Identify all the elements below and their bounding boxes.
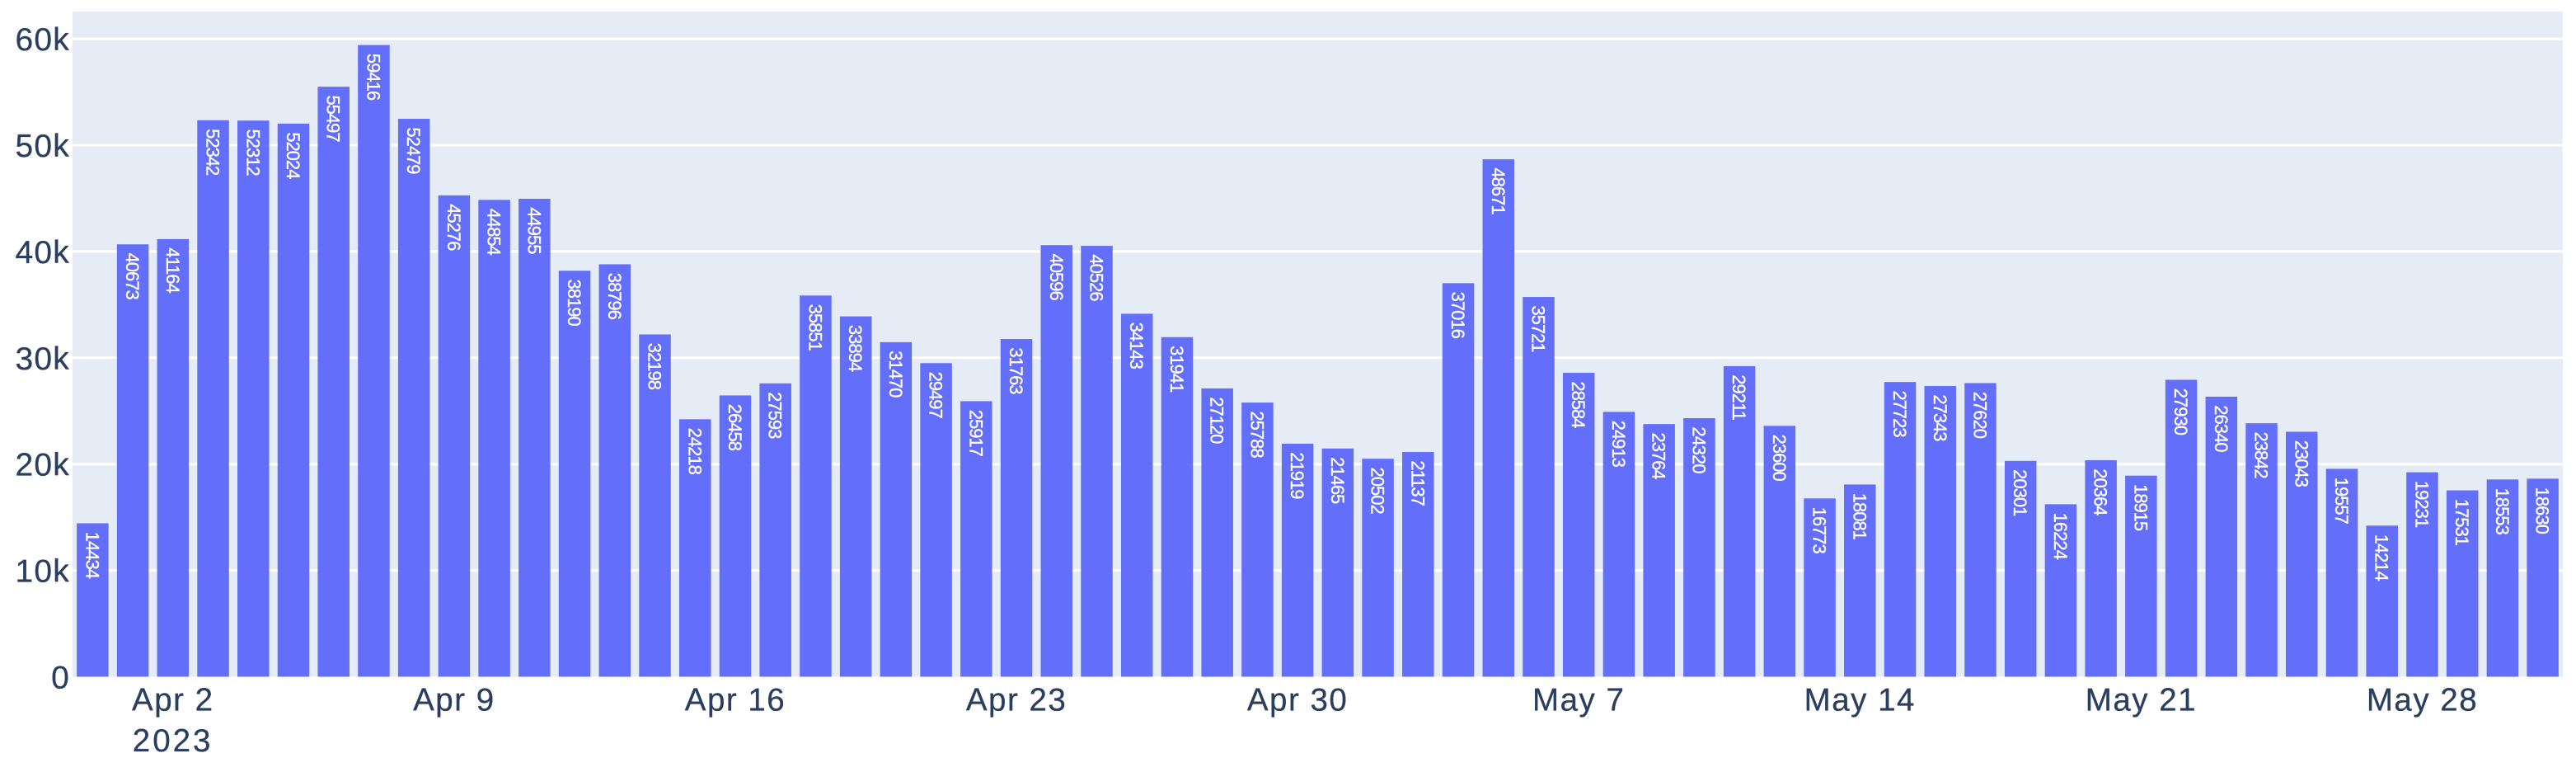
svg-text:19557: 19557: [2331, 478, 2352, 525]
svg-text:52312: 52312: [242, 129, 263, 177]
svg-text:19231: 19231: [2411, 481, 2432, 528]
svg-text:24320: 24320: [1688, 426, 1709, 473]
svg-text:May 21: May 21: [2086, 683, 2197, 718]
svg-text:38190: 38190: [564, 280, 584, 327]
svg-text:20364: 20364: [2090, 468, 2111, 515]
svg-text:May 28: May 28: [2367, 683, 2478, 718]
svg-text:23600: 23600: [1769, 435, 1790, 482]
svg-text:37016: 37016: [1448, 292, 1468, 339]
svg-text:Apr 30: Apr 30: [1247, 683, 1348, 718]
svg-text:17531: 17531: [2452, 499, 2472, 546]
svg-text:27930: 27930: [2170, 388, 2191, 435]
svg-text:31763: 31763: [1006, 347, 1026, 394]
svg-text:52342: 52342: [203, 129, 223, 176]
svg-text:16224: 16224: [2050, 513, 2071, 560]
svg-text:38796: 38796: [604, 273, 625, 320]
svg-text:40526: 40526: [1086, 254, 1107, 301]
svg-text:45276: 45276: [443, 204, 464, 251]
svg-text:May 14: May 14: [1804, 683, 1916, 718]
svg-text:29211: 29211: [1729, 374, 1749, 420]
svg-text:18553: 18553: [2492, 488, 2513, 535]
svg-text:31941: 31941: [1166, 346, 1187, 393]
svg-text:May 7: May 7: [1532, 683, 1625, 718]
svg-text:26340: 26340: [2211, 405, 2231, 452]
svg-text:18630: 18630: [2532, 487, 2553, 534]
svg-text:27593: 27593: [765, 392, 786, 439]
svg-text:18081: 18081: [1849, 493, 1870, 540]
svg-text:50k: 50k: [16, 129, 70, 164]
svg-text:26458: 26458: [725, 404, 745, 451]
svg-text:25788: 25788: [1246, 411, 1267, 458]
svg-text:34143: 34143: [1126, 322, 1147, 370]
svg-text:24913: 24913: [1608, 421, 1629, 468]
svg-text:18915: 18915: [2130, 484, 2151, 531]
svg-text:40k: 40k: [16, 235, 70, 271]
svg-text:31470: 31470: [885, 351, 906, 398]
svg-text:44955: 44955: [523, 207, 544, 254]
svg-text:21137: 21137: [1407, 460, 1428, 506]
svg-text:35721: 35721: [1527, 305, 1548, 352]
svg-text:27343: 27343: [1930, 394, 1950, 441]
svg-text:52479: 52479: [403, 127, 424, 174]
svg-text:Apr 2: Apr 2: [132, 683, 214, 718]
svg-text:44854: 44854: [484, 209, 504, 256]
svg-text:27620: 27620: [1969, 392, 1990, 439]
svg-text:21465: 21465: [1327, 457, 1348, 504]
svg-text:14434: 14434: [82, 532, 102, 579]
svg-text:40673: 40673: [122, 253, 143, 300]
svg-text:27120: 27120: [1207, 397, 1227, 444]
svg-text:Apr 9: Apr 9: [413, 683, 495, 718]
svg-text:59416: 59416: [363, 54, 383, 101]
svg-text:20502: 20502: [1368, 468, 1388, 515]
svg-text:21919: 21919: [1287, 452, 1307, 499]
svg-text:23043: 23043: [2291, 440, 2311, 487]
svg-text:14214: 14214: [2372, 534, 2392, 581]
svg-text:23842: 23842: [2251, 431, 2272, 478]
svg-text:20k: 20k: [16, 448, 70, 483]
svg-text:20301: 20301: [2010, 469, 2030, 516]
svg-text:40596: 40596: [1046, 254, 1067, 301]
svg-text:27723: 27723: [1889, 390, 1910, 437]
svg-text:25917: 25917: [965, 410, 986, 457]
svg-text:35851: 35851: [805, 304, 825, 351]
svg-text:10k: 10k: [16, 554, 70, 590]
svg-text:2023: 2023: [133, 723, 213, 759]
svg-text:16773: 16773: [1809, 507, 1830, 554]
svg-text:30k: 30k: [16, 341, 70, 377]
svg-text:29497: 29497: [926, 372, 946, 419]
svg-text:60k: 60k: [16, 22, 70, 58]
svg-text:55497: 55497: [323, 95, 344, 142]
svg-text:Apr 16: Apr 16: [685, 683, 786, 718]
svg-text:33894: 33894: [845, 325, 866, 372]
svg-text:48671: 48671: [1488, 167, 1509, 214]
svg-text:41164: 41164: [162, 247, 183, 293]
svg-text:0: 0: [51, 661, 70, 696]
svg-text:28584: 28584: [1568, 381, 1588, 428]
svg-text:23764: 23764: [1649, 432, 1669, 479]
svg-text:24218: 24218: [684, 428, 705, 475]
svg-text:52024: 52024: [283, 132, 303, 179]
svg-text:Apr 23: Apr 23: [966, 683, 1067, 718]
svg-text:32198: 32198: [645, 343, 665, 390]
